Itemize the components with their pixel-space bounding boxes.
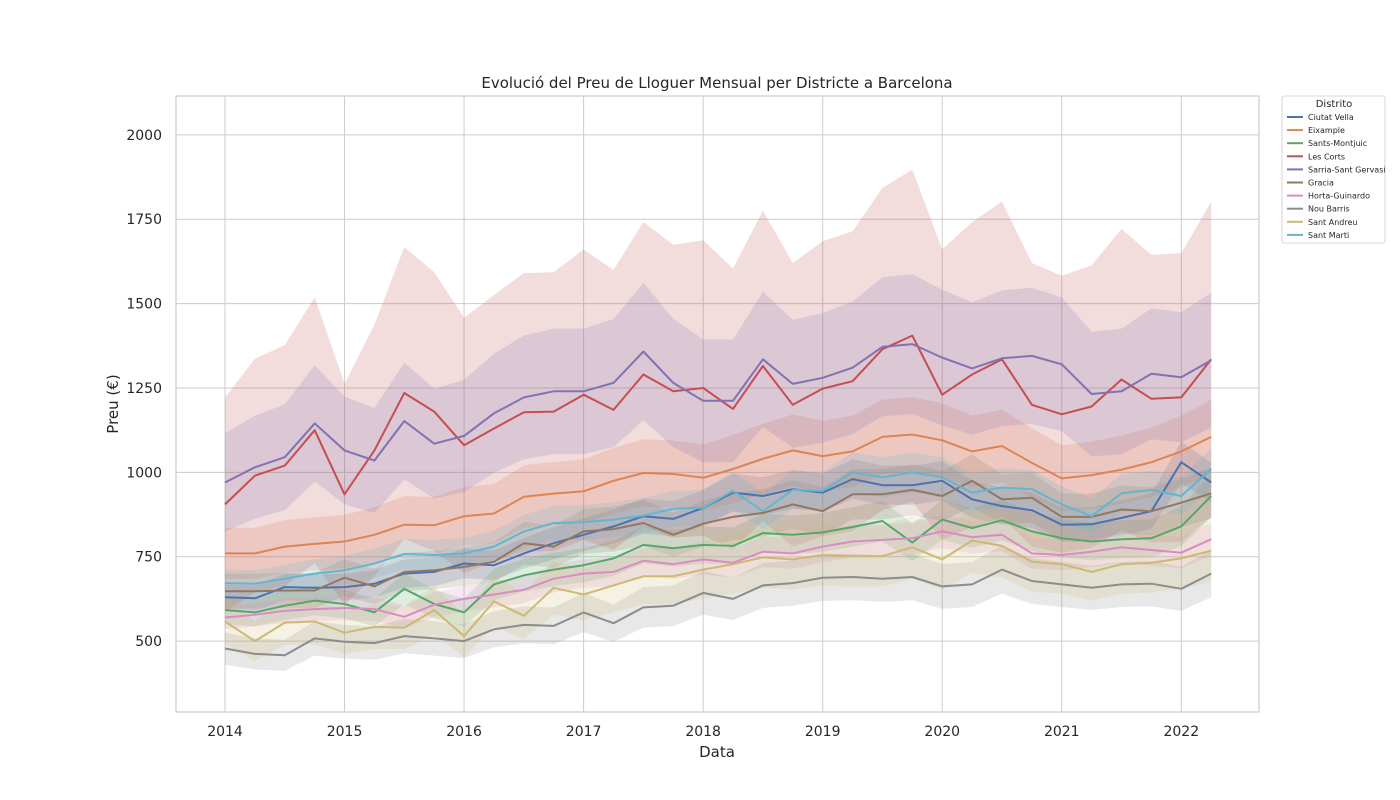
legend-label-eixample: Eixample	[1308, 126, 1345, 135]
line-les-corts	[224, 334, 1212, 506]
y-tick-label: 500	[135, 634, 162, 650]
y-tick-label: 1500	[126, 297, 162, 313]
y-tick-label: 1750	[126, 212, 162, 228]
legend-title: Distrito	[1316, 99, 1353, 110]
legend: Distrito Ciutat Vella Eixample Sants-Montj…	[1281, 95, 1386, 244]
band-les-corts	[225, 169, 1212, 612]
band-gracia	[225, 454, 1212, 609]
legend-label-sarria-sant-gervasi: Sarria-Sant Gervasi	[1308, 165, 1386, 174]
y-tick-label: 2000	[126, 128, 162, 144]
y-axis-ticks: 500 750 1000 1250 1500 1750 2000	[126, 128, 162, 650]
line-sarria-sant-gervasi	[224, 343, 1212, 484]
grid	[176, 96, 1259, 712]
y-tick-label: 750	[135, 550, 162, 566]
x-tick-label: 2016	[446, 724, 482, 740]
x-tick-label: 2022	[1163, 724, 1199, 740]
legend-box	[1281, 95, 1386, 244]
x-tick-label: 2020	[924, 724, 960, 740]
band-sarria-sant-gervasi	[225, 274, 1212, 532]
band-eixample	[225, 397, 1212, 579]
legend-label-sants-montjuic: Sants-Montjuic	[1308, 139, 1367, 148]
legend-label-horta-guinardo: Horta-Guinardo	[1308, 192, 1370, 201]
line-eixample	[225, 433, 1212, 555]
legend-items: Ciutat Vella Eixample Sants-Montjuic Les Co…	[1287, 113, 1386, 240]
line-sant-marti	[224, 468, 1212, 585]
series-lines	[224, 334, 1212, 657]
legend-label-les-corts: Les Corts	[1308, 152, 1345, 161]
line-nou-barris	[224, 568, 1212, 657]
line-gracia	[225, 479, 1212, 593]
band-nou-barris	[225, 545, 1212, 671]
legend-label-sant-marti: Sant Marti	[1308, 231, 1349, 240]
x-axis-label: Data	[699, 743, 735, 761]
line-horta-guinardo	[224, 530, 1212, 619]
x-axis-ticks: 2014 2015 2016 2017 2018 2019 2020 2021 2022	[207, 724, 1199, 740]
x-tick-label: 2018	[685, 724, 721, 740]
confidence-bands	[225, 169, 1212, 671]
band-sant-andreu	[225, 508, 1212, 662]
y-tick-label: 1000	[126, 465, 162, 481]
x-tick-label: 2015	[327, 724, 363, 740]
legend-label-gracia: Gracia	[1308, 179, 1334, 188]
y-tick-label: 1250	[126, 381, 162, 397]
chart-title: Evolució del Preu de Lloguer Mensual per…	[481, 74, 952, 92]
legend-label-ciutat-vella: Ciutat Vella	[1308, 113, 1354, 122]
x-tick-label: 2017	[566, 724, 602, 740]
legend-label-sant-andreu: Sant Andreu	[1308, 218, 1357, 227]
band-horta-guinardo	[225, 514, 1212, 629]
band-sants-montjuic	[225, 474, 1212, 627]
x-tick-label: 2019	[805, 724, 841, 740]
legend-label-nou-barris: Nou Barris	[1308, 205, 1350, 214]
line-sants-montjuic	[224, 495, 1212, 614]
y-axis-label: Preu (€)	[104, 374, 122, 433]
x-tick-label: 2014	[207, 724, 243, 740]
line-sant-andreu	[224, 539, 1212, 643]
x-tick-label: 2021	[1044, 724, 1080, 740]
